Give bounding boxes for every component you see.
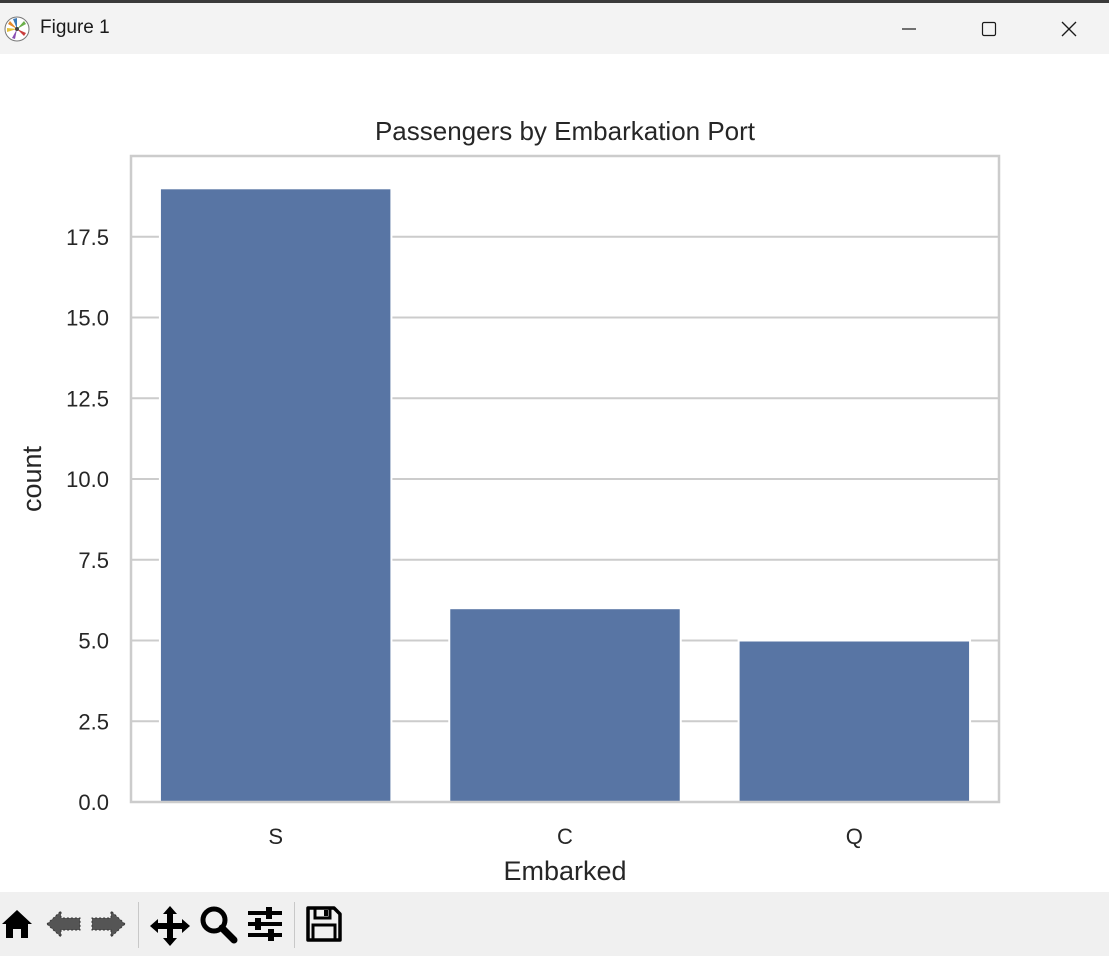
toolbar-separator — [294, 902, 295, 948]
close-icon — [1061, 21, 1077, 36]
bar-C — [448, 607, 682, 804]
bar-Q — [737, 639, 972, 803]
maximize-button[interactable] — [949, 3, 1029, 54]
bar-chart: 0.0 2.5 5.0 7.5 10.0 12.5 15.0 17.5 S C Q Passenger… — [17, 116, 1001, 886]
home-icon — [2, 910, 32, 938]
y-tick-label: 12.5 — [66, 386, 109, 411]
navigation-toolbar — [0, 892, 1109, 956]
axes-frame — [129, 154, 1001, 804]
y-tick-label: 17.5 — [66, 225, 109, 250]
y-tick-label: 5.0 — [78, 629, 109, 654]
pan-button[interactable] — [148, 904, 190, 948]
chart-title: Passengers by Embarkation Port — [375, 116, 756, 146]
home-button[interactable] — [0, 904, 42, 948]
back-icon — [46, 909, 81, 939]
back-button[interactable] — [44, 904, 86, 948]
x-axis-label: Embarked — [503, 856, 626, 886]
configure-subplots-button[interactable] — [246, 904, 288, 948]
x-tick-label: Q — [846, 824, 863, 849]
figure-canvas[interactable]: 0.0 2.5 5.0 7.5 10.0 12.5 15.0 17.5 S C Q Passenger… — [0, 54, 1109, 892]
x-tick-label: S — [268, 824, 283, 849]
configure-subplots-icon — [248, 907, 282, 941]
forward-icon — [91, 909, 126, 939]
title-bar[interactable]: Figure 1 — [0, 3, 1109, 54]
window-top-edge — [0, 0, 1109, 3]
zoom-icon — [200, 906, 238, 944]
minimize-button[interactable] — [869, 3, 949, 54]
pan-icon — [150, 906, 190, 946]
toolbar-separator — [138, 902, 139, 948]
maximize-icon — [981, 21, 997, 36]
close-button[interactable] — [1029, 3, 1109, 54]
matplotlib-logo-icon — [4, 16, 30, 42]
forward-button[interactable] — [88, 904, 130, 948]
window-title: Figure 1 — [40, 17, 110, 38]
save-icon — [306, 906, 342, 942]
save-button[interactable] — [304, 904, 346, 948]
bar-S — [158, 187, 393, 804]
y-tick-label: 15.0 — [66, 306, 109, 331]
zoom-button[interactable] — [198, 904, 240, 948]
y-tick-label: 2.5 — [78, 709, 109, 734]
y-tick-label: 7.5 — [78, 548, 109, 573]
y-tick-label: 10.0 — [66, 467, 109, 492]
y-axis-label: count — [17, 445, 47, 512]
y-tick-label: 0.0 — [78, 790, 109, 815]
minimize-icon — [902, 27, 916, 30]
x-tick-label: C — [557, 824, 573, 849]
